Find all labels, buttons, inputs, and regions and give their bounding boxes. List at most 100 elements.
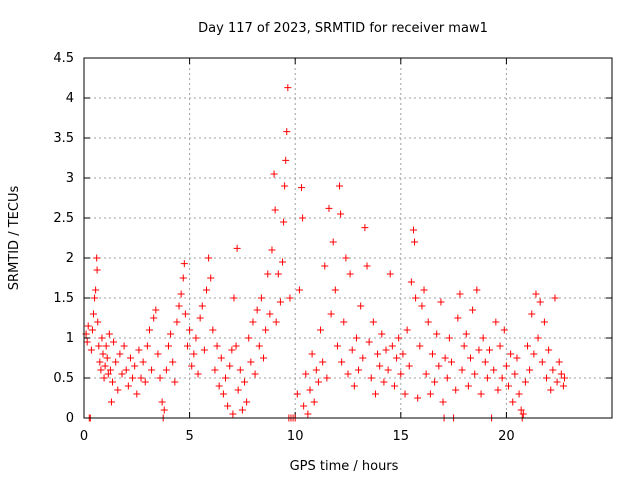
data-point xyxy=(331,286,339,294)
data-point xyxy=(302,370,310,378)
data-point xyxy=(241,378,249,386)
data-point xyxy=(559,382,567,390)
data-point xyxy=(388,342,396,350)
data-point xyxy=(249,318,257,326)
data-point xyxy=(469,306,477,314)
y-tick-label: 2 xyxy=(66,251,74,266)
chart-title: Day 117 of 2023, SRMTID for receiver maw… xyxy=(198,21,488,36)
data-point xyxy=(403,326,411,334)
data-point xyxy=(112,358,120,366)
data-point xyxy=(230,294,238,302)
data-point xyxy=(118,370,126,378)
data-point xyxy=(300,402,308,410)
data-point xyxy=(513,354,521,362)
data-point xyxy=(175,302,183,310)
data-point xyxy=(462,330,470,338)
data-point xyxy=(164,342,172,350)
data-point xyxy=(150,314,158,322)
data-point xyxy=(551,294,559,302)
data-point xyxy=(317,326,325,334)
data-point xyxy=(393,354,401,362)
data-point xyxy=(247,358,255,366)
data-point xyxy=(369,318,377,326)
data-point xyxy=(215,382,223,390)
data-point xyxy=(107,398,115,406)
data-point xyxy=(443,374,451,382)
data-point xyxy=(460,342,468,350)
data-point xyxy=(284,84,292,92)
plot-frame xyxy=(83,57,613,419)
data-point xyxy=(323,374,331,382)
data-point xyxy=(374,350,382,358)
data-point xyxy=(534,334,542,342)
data-point xyxy=(177,290,185,298)
data-point xyxy=(405,362,413,370)
data-point xyxy=(109,378,117,386)
data-point xyxy=(325,204,333,212)
data-point xyxy=(183,342,191,350)
data-point xyxy=(428,350,436,358)
x-tick-label: 5 xyxy=(185,429,193,444)
data-point xyxy=(272,318,280,326)
data-point xyxy=(431,378,439,386)
data-point xyxy=(458,366,466,374)
data-point xyxy=(555,358,563,366)
data-point xyxy=(337,210,345,218)
data-point xyxy=(454,314,462,322)
data-point xyxy=(293,390,301,398)
data-point xyxy=(141,378,149,386)
data-point xyxy=(390,382,398,390)
data-point xyxy=(217,354,225,362)
data-point xyxy=(96,358,104,366)
data-point xyxy=(490,366,498,374)
data-point xyxy=(103,354,111,362)
data-point xyxy=(424,318,432,326)
data-point xyxy=(158,398,166,406)
data-point xyxy=(124,382,132,390)
data-point xyxy=(299,214,307,222)
data-point xyxy=(399,350,407,358)
data-point xyxy=(384,366,392,374)
data-point xyxy=(102,342,110,350)
data-point xyxy=(371,390,379,398)
data-point xyxy=(264,270,272,278)
data-point xyxy=(236,366,244,374)
data-point xyxy=(475,346,483,354)
data-point xyxy=(496,342,504,350)
data-point xyxy=(304,410,312,418)
data-point xyxy=(91,294,99,302)
data-point xyxy=(346,270,354,278)
x-axis-label: GPS time / hours xyxy=(290,459,399,474)
data-point xyxy=(257,294,265,302)
x-axis: 0 5 10 15 20 xyxy=(80,58,515,444)
data-point xyxy=(380,378,388,386)
data-point xyxy=(545,346,553,354)
data-point xyxy=(298,184,306,192)
data-point xyxy=(171,378,179,386)
data-point xyxy=(281,182,289,190)
data-point xyxy=(131,362,139,370)
data-point xyxy=(148,366,156,374)
data-point xyxy=(122,366,130,374)
data-point xyxy=(505,382,513,390)
data-point xyxy=(120,342,128,350)
data-point xyxy=(547,386,555,394)
data-point xyxy=(517,406,525,414)
data-point xyxy=(226,362,234,370)
data-point xyxy=(524,342,532,350)
data-point xyxy=(414,394,422,402)
data-point xyxy=(129,374,137,382)
data-point xyxy=(456,290,464,298)
y-tick-label: 1.5 xyxy=(53,291,74,306)
data-point xyxy=(509,398,517,406)
data-point xyxy=(224,402,232,410)
data-point xyxy=(95,342,103,350)
data-point xyxy=(97,366,105,374)
data-point xyxy=(98,334,106,342)
data-point xyxy=(104,370,112,378)
data-point xyxy=(344,370,352,378)
data-point xyxy=(435,362,443,370)
data-point xyxy=(412,294,420,302)
data-point xyxy=(222,374,230,382)
data-point xyxy=(154,350,162,358)
